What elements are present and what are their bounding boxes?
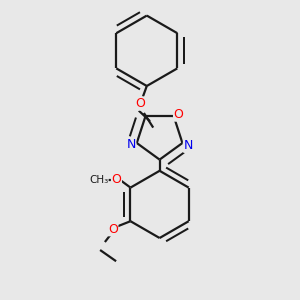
- Text: N: N: [184, 139, 193, 152]
- Text: O: O: [112, 173, 122, 186]
- Text: CH₃: CH₃: [89, 175, 108, 184]
- Text: O: O: [174, 108, 183, 121]
- Text: O: O: [108, 223, 118, 236]
- Text: N: N: [126, 138, 136, 151]
- Text: O: O: [136, 97, 145, 110]
